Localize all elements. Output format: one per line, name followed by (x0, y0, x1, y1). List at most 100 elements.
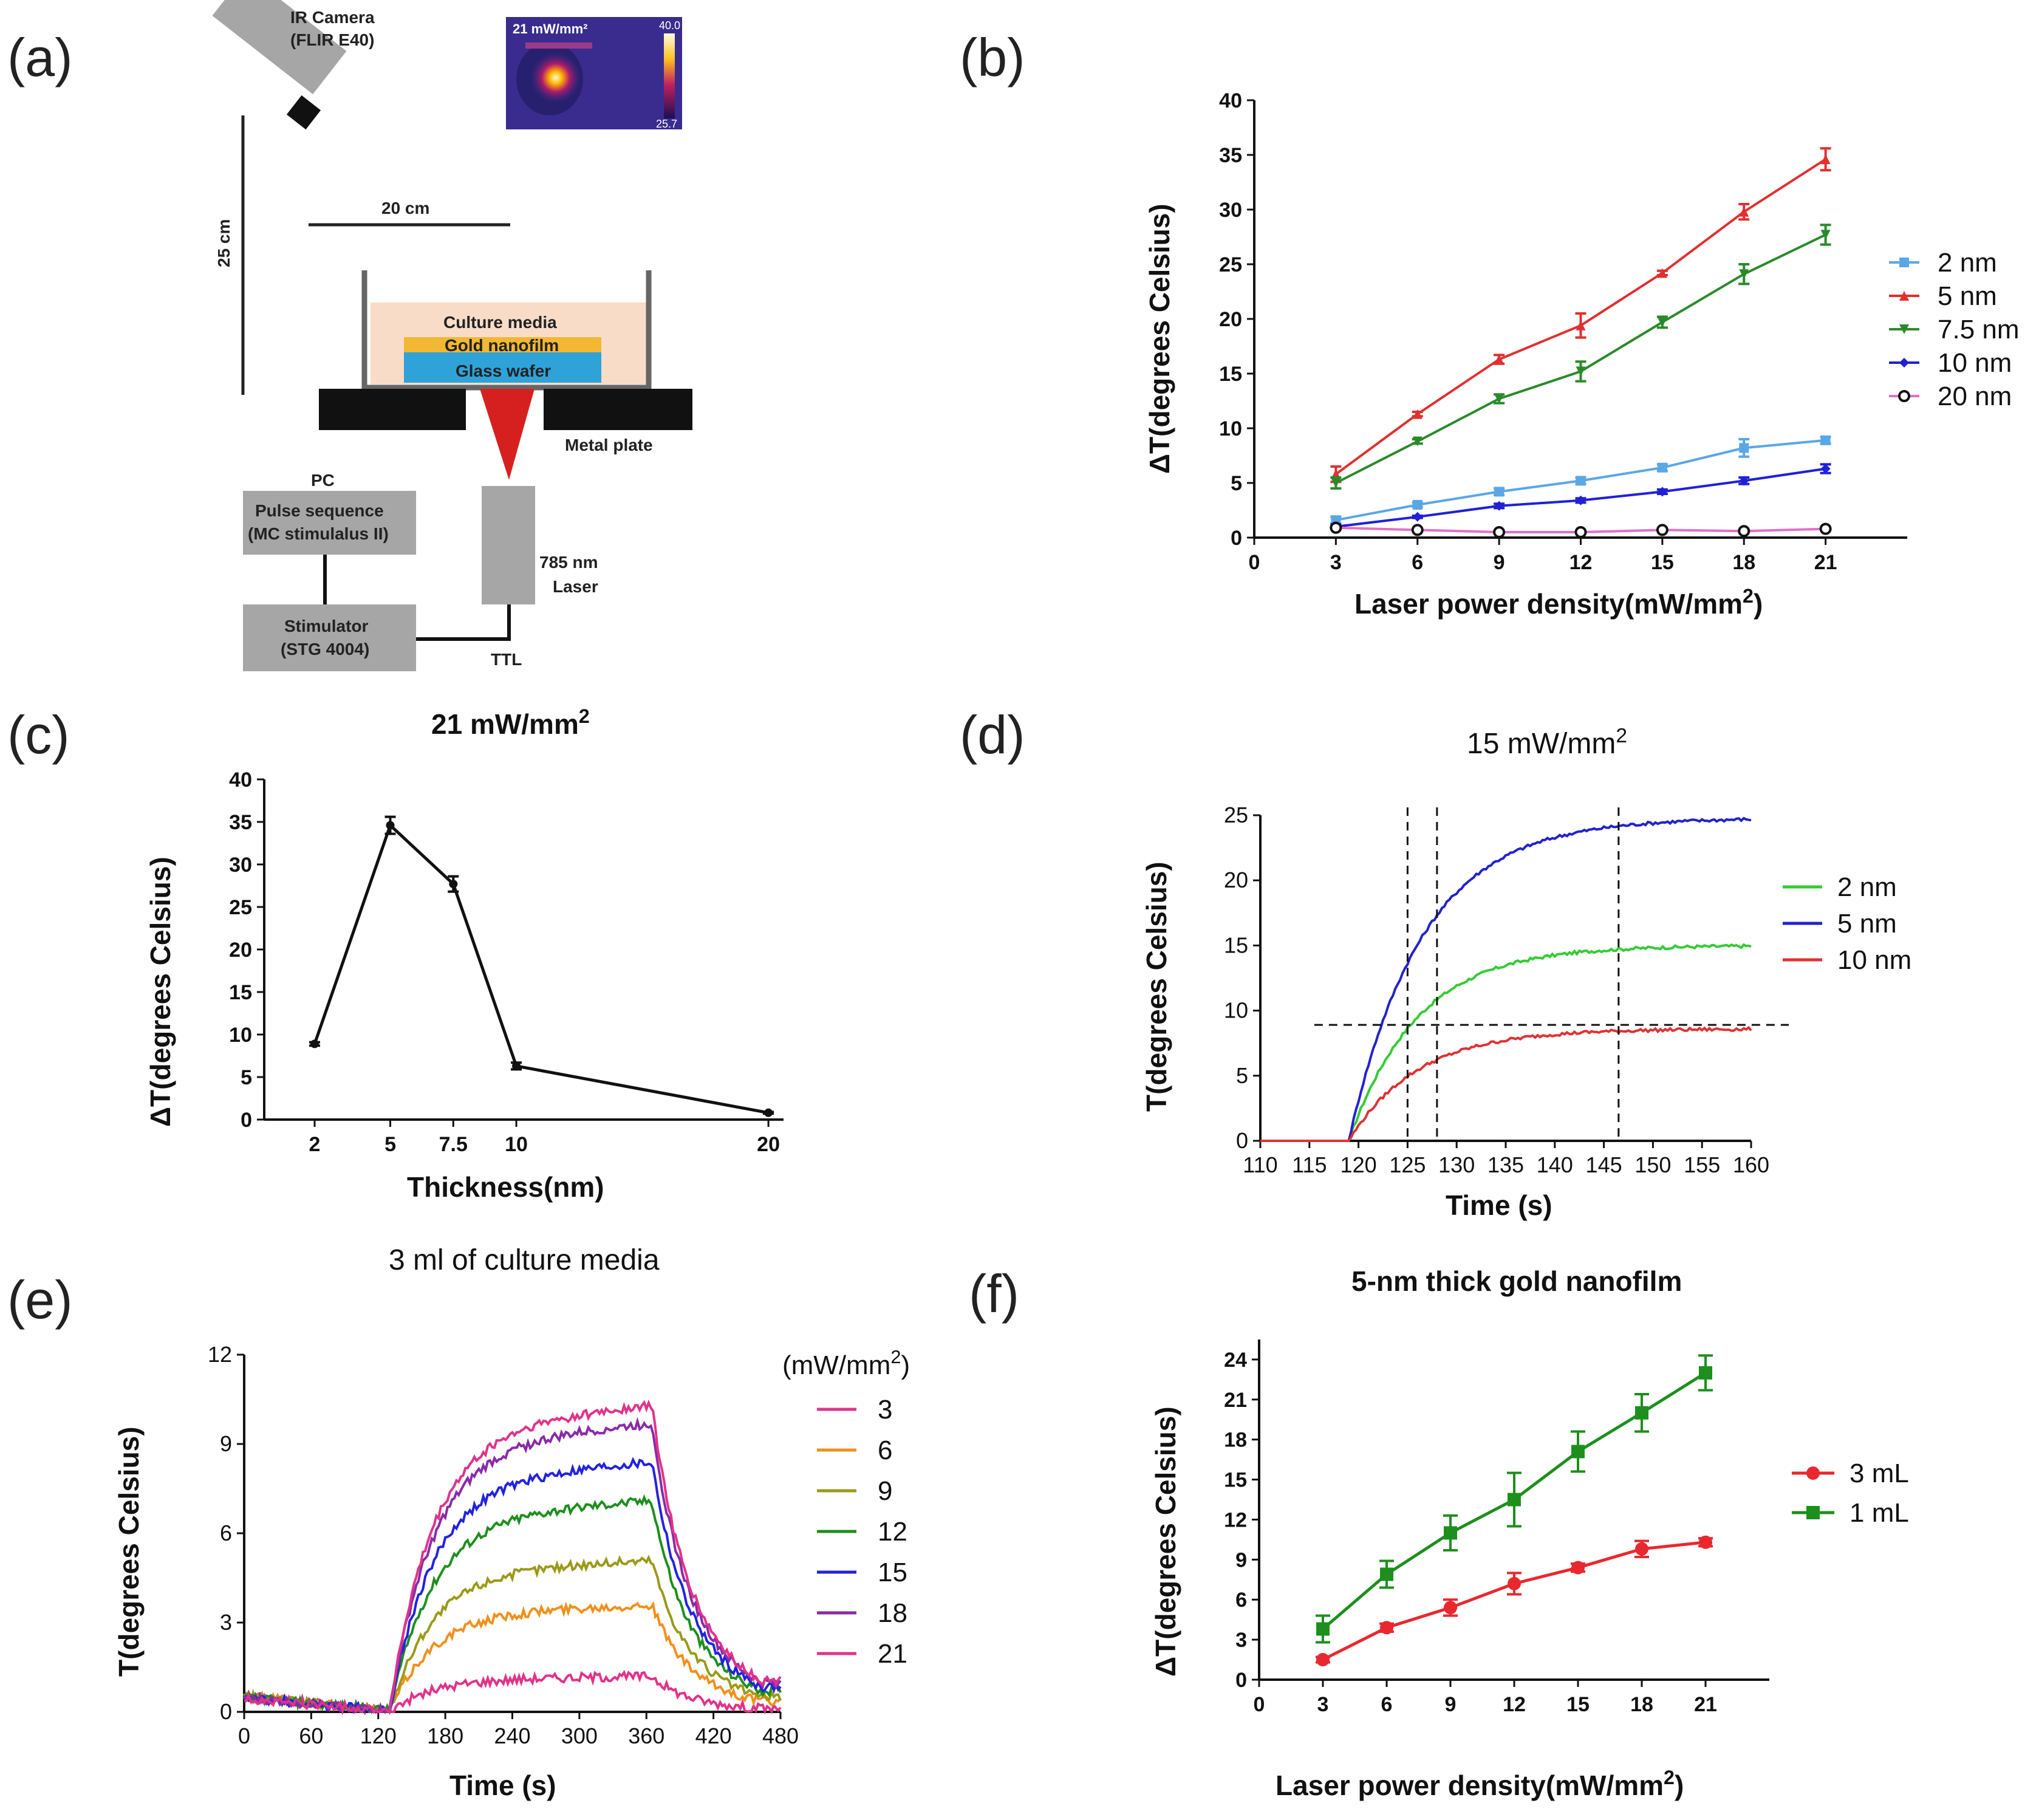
width-scale-label: 20 cm (381, 199, 429, 217)
y-tick-label: 10 (229, 1024, 252, 1047)
data-point (386, 821, 395, 830)
legend-label: 5 nm (1837, 909, 1897, 939)
y-tick-label: 0 (1231, 527, 1242, 550)
data-point (1331, 478, 1341, 488)
y-tick-label: 35 (1219, 144, 1242, 167)
x-tick-label: 115 (1292, 1152, 1327, 1177)
y-tick-label: 40 (229, 768, 252, 792)
data-point (1444, 1526, 1457, 1540)
data-point (1412, 436, 1423, 446)
chart-title: 15 mW/mm2 (1467, 725, 1627, 760)
data-point (1657, 462, 1667, 473)
thermal-image (506, 17, 682, 129)
legend-label: 5 nm (1938, 281, 1997, 311)
data-point (1508, 1576, 1521, 1590)
ttl-label: TTL (491, 650, 522, 669)
y-tick-label: 15 (1224, 1469, 1247, 1492)
camera-label: IR Camera (290, 8, 375, 27)
x-tick-label: 0 (238, 1723, 250, 1748)
laser-box (482, 486, 535, 604)
data-point (449, 880, 458, 889)
y-tick-label: 0 (241, 1109, 252, 1132)
y-tick-label: 15 (1224, 932, 1248, 957)
x-tick-label: 12 (1569, 551, 1593, 574)
chart-title: 21 mW/mm2 (431, 705, 590, 740)
legend-label: 2 nm (1837, 872, 1897, 902)
y-tick-label: 20 (1219, 308, 1242, 331)
thermal-power-label: 21 mW/mm² (513, 21, 587, 36)
data-point (1508, 1493, 1521, 1507)
x-tick-label: 15 (1566, 1693, 1590, 1716)
series-line (243, 1555, 782, 1716)
data-point (1493, 526, 1506, 538)
y-tick-label: 3 (220, 1610, 232, 1635)
data-point (1657, 268, 1667, 278)
pulse-software-label: (MC stimulalus II) (248, 524, 389, 543)
laser-wavelength-label: 785 nm (539, 553, 598, 572)
data-point (1411, 524, 1424, 536)
data-point (1899, 258, 1909, 267)
data-point (1635, 1542, 1648, 1556)
y-tick-label: 35 (229, 811, 252, 834)
glass-wafer-label: Glass wafer (456, 361, 551, 380)
x-tick-label: 110 (1243, 1152, 1277, 1177)
laser-beam (480, 389, 535, 480)
x-tick-label: 7.5 (439, 1133, 468, 1156)
data-point (1699, 1366, 1712, 1380)
data-point (1576, 495, 1586, 505)
ir-camera-icon (212, 0, 347, 130)
y-tick-label: 12 (1224, 1508, 1247, 1531)
data-point (1739, 269, 1749, 279)
chart-b: 0 3 6 9 12 15 18 21 0 5 10 15 20 25 30 35 40 2 nm5 nm 7.5 … (1144, 89, 2020, 620)
panel-label-f: (f) (969, 1264, 1019, 1324)
series-line (244, 1399, 782, 1716)
y-tick-label: 21 (1224, 1389, 1247, 1412)
data-point (1656, 524, 1668, 536)
y-tick-label: 3 (1235, 1629, 1247, 1652)
y-axis-label: T(degrees Celsius) (1141, 861, 1172, 1112)
x-tick-label: 130 (1438, 1152, 1475, 1177)
legend-label: 6 (878, 1435, 892, 1465)
y-tick-label: 24 (1224, 1349, 1247, 1372)
y-tick-label: 15 (229, 981, 252, 1004)
x-tick-label: 6 (1381, 1693, 1393, 1716)
data-point (310, 1039, 319, 1049)
series-line (1260, 943, 1752, 1142)
data-point (512, 1061, 521, 1070)
x-tick-label: 9 (1494, 551, 1505, 574)
chart-f: 0 3 6 9 12 15 18 21 0 3 6 9 12 15 18 21 24 3 mL 1 mL 5-nm t… (1150, 1265, 1909, 1801)
x-tick-label: 300 (561, 1723, 598, 1748)
data-point (1494, 501, 1504, 511)
x-tick-label: 150 (1634, 1152, 1671, 1177)
y-tick-label: 10 (1224, 998, 1248, 1023)
panel-label-d: (d) (960, 705, 1025, 765)
laser-label: Laser (553, 577, 598, 596)
x-axis-label: Thickness(nm) (407, 1171, 604, 1203)
x-tick-label: 0 (1249, 551, 1260, 574)
x-axis-label: Laser power density(mW/mm2) (1276, 1767, 1684, 1801)
data-point (1412, 409, 1423, 419)
x-tick-label: 2 (309, 1133, 321, 1156)
y-tick-label: 25 (1224, 802, 1248, 827)
data-point (1412, 500, 1423, 510)
x-tick-label: 60 (299, 1723, 323, 1748)
data-point (764, 1108, 773, 1117)
data-point (1380, 1567, 1393, 1581)
y-tick-label: 5 (1236, 1063, 1248, 1088)
y-tick-label: 9 (220, 1431, 232, 1456)
legend-label: 10 nm (1938, 348, 2012, 378)
data-point (1899, 291, 1909, 301)
x-tick-label: 20 (757, 1133, 780, 1156)
x-tick-label: 0 (1254, 1693, 1265, 1716)
legend-label: 1 mL (1849, 1498, 1909, 1528)
metal-plate-label: Metal plate (565, 436, 653, 454)
data-point (1899, 324, 1909, 334)
data-point (1571, 1445, 1585, 1459)
thermal-min-label: 25.7 (656, 118, 677, 130)
x-tick-label: 360 (628, 1723, 664, 1748)
legend-label: 3 (878, 1395, 892, 1425)
data-point (1576, 366, 1586, 377)
data-point (1699, 1535, 1712, 1549)
data-point (1574, 526, 1587, 538)
height-scale-label: 25 cm (214, 219, 233, 267)
